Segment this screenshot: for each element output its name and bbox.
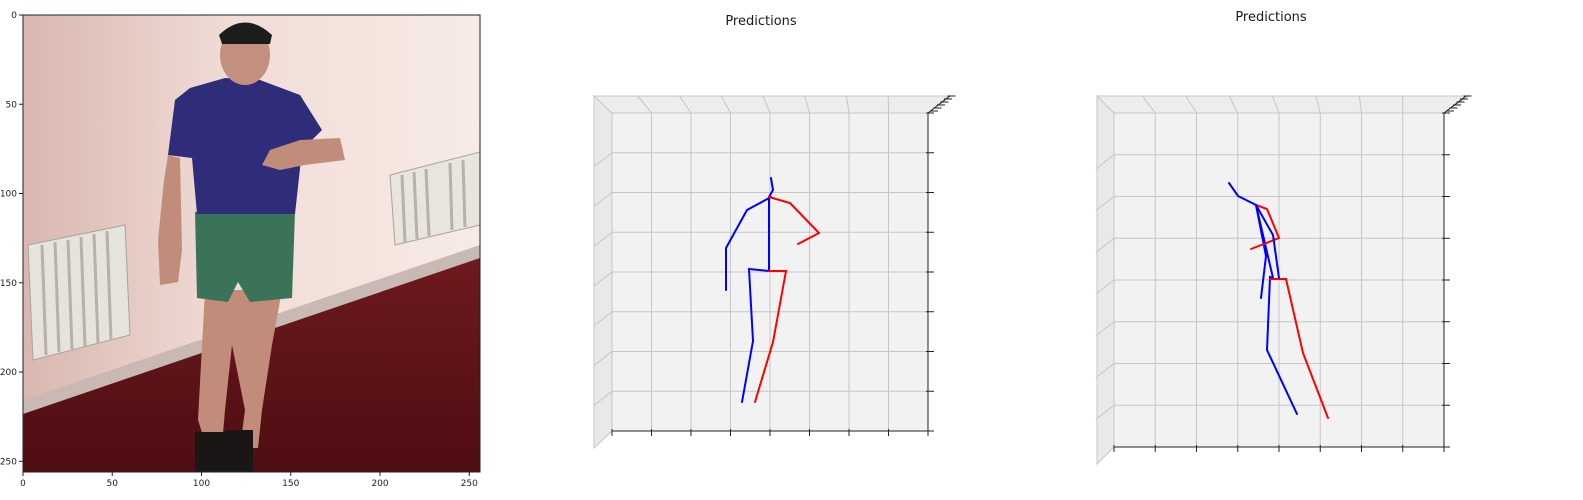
right-leg-bone xyxy=(741,267,770,403)
prediction-panel-1: Predictions xyxy=(592,14,956,450)
y-tick-label: 0 xyxy=(11,11,17,21)
y-tick-label: 100 xyxy=(0,190,17,200)
grid-line-top xyxy=(1315,95,1321,114)
grid-line-side xyxy=(1095,404,1115,420)
y-axis-line xyxy=(927,95,951,114)
y-tick-label: 150 xyxy=(0,279,17,289)
radiator-left xyxy=(27,224,131,361)
grid-line-side xyxy=(1095,279,1115,295)
left-leg-bone xyxy=(754,270,788,403)
x-tick-label: 100 xyxy=(193,479,210,489)
panel-title: Predictions xyxy=(725,14,797,29)
grid-line-side xyxy=(593,271,613,287)
grid-line-top xyxy=(1228,95,1239,114)
grid-line-side xyxy=(593,311,613,327)
photo-panel: 0 50 100 150 200 250 0 50 100 150 200 250 xyxy=(0,11,481,489)
photo-y-axis: 0 50 100 150 200 250 xyxy=(0,11,23,467)
pane-top xyxy=(592,95,950,114)
grid-line-top xyxy=(1141,95,1156,114)
grid-line-side xyxy=(593,192,613,207)
person xyxy=(158,22,345,472)
grid-line-side xyxy=(1095,196,1115,211)
grid-line-side xyxy=(1095,154,1115,170)
grid xyxy=(1095,95,1444,447)
x-tick-label: 50 xyxy=(107,479,119,489)
left-arm-bone xyxy=(1250,204,1281,250)
right-arm-bone xyxy=(725,196,772,291)
y-axis-line xyxy=(1443,95,1467,114)
left-arm-bone xyxy=(768,196,821,245)
x-tick-label: 0 xyxy=(20,479,26,489)
photo-x-axis: 0 50 100 150 200 250 xyxy=(20,472,478,489)
y-tick-label: 200 xyxy=(0,368,17,378)
photo xyxy=(23,15,480,472)
grid-line-side xyxy=(593,390,613,406)
grid-line-top xyxy=(1185,95,1197,114)
x-tick-label: 200 xyxy=(371,479,388,489)
grid-line-side xyxy=(593,152,613,168)
y-tick-label: 250 xyxy=(0,457,17,467)
grid-line-side xyxy=(1095,363,1115,378)
y-tick-label: 50 xyxy=(6,100,18,110)
x-tick-label: 250 xyxy=(461,479,478,489)
grid-line-top xyxy=(679,95,692,114)
grid-line-side xyxy=(593,351,613,366)
photo-frame xyxy=(22,14,481,473)
grid-line-top xyxy=(846,95,850,114)
grid-line-top xyxy=(762,95,771,114)
grid-line-top xyxy=(804,95,810,114)
right-leg-bone xyxy=(1265,275,1298,415)
neck-bone xyxy=(1255,204,1280,279)
prediction-panel-2: Predictions xyxy=(1095,10,1472,466)
axis-ticks xyxy=(1113,95,1472,452)
grid-line-side xyxy=(1095,321,1115,337)
radiator-right xyxy=(389,151,480,246)
left-leg-bone xyxy=(1269,278,1329,419)
grid-line-top xyxy=(720,95,731,114)
panel-title: Predictions xyxy=(1235,10,1307,25)
grid-line-side xyxy=(593,231,613,247)
skeleton xyxy=(725,177,821,403)
right-arm-bone xyxy=(1228,182,1257,206)
x-tick-label: 150 xyxy=(282,479,299,489)
pane-top xyxy=(1095,95,1470,114)
skeleton xyxy=(1228,182,1329,419)
spine-bone xyxy=(1255,204,1274,299)
grid-line-top xyxy=(1358,95,1362,114)
grid-line-top xyxy=(637,95,652,114)
spine-bone xyxy=(768,177,775,272)
grid xyxy=(593,95,928,431)
grid-line-side xyxy=(1095,237,1115,253)
pane-side xyxy=(593,94,613,450)
axis-ticks xyxy=(611,95,956,436)
grid-line-top xyxy=(1272,95,1280,114)
pane-side xyxy=(1096,94,1115,466)
